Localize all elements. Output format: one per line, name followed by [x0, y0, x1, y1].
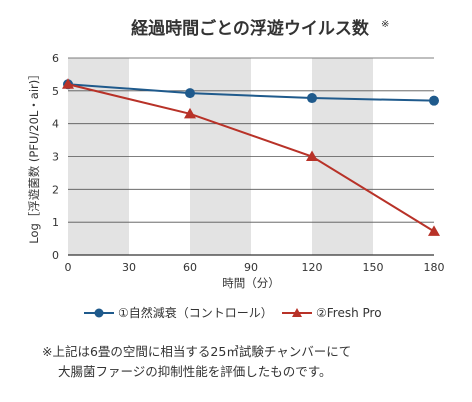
x-tick-label-60: 60 [183, 261, 197, 274]
y-tick-label-1: 1 [52, 216, 59, 229]
y-tick-label-6: 6 [52, 52, 59, 65]
x-tick-label-30: 30 [122, 261, 136, 274]
x-tick-label-120: 120 [302, 261, 323, 274]
data-point-s1-0 [62, 78, 74, 89]
x-axis-label: 時間（分） [222, 276, 280, 290]
x-tick-label-150: 150 [363, 261, 384, 274]
data-point-s0-3 [429, 95, 439, 106]
legend-marker-freshpro [292, 308, 302, 317]
data-point-s1-1 [184, 107, 196, 119]
y-tick-label-2: 2 [52, 183, 59, 196]
chart-title-mark: ※ [381, 19, 389, 30]
series-line-1 [67, 83, 435, 233]
legend-label-control: ①自然減衰（コントロール） [118, 305, 273, 320]
data-point-s0-2 [307, 93, 317, 104]
data-point-s1-2 [306, 150, 318, 161]
x-tick-label-90: 90 [244, 261, 258, 274]
legend: ①自然減衰（コントロール） ②Fresh Pro [84, 305, 382, 320]
data-point-s0-1 [185, 88, 195, 99]
x-tick-label-0: 0 [65, 261, 72, 274]
legend-label-freshpro: ②Fresh Pro [316, 306, 382, 320]
y-tick-label-3: 3 [52, 151, 59, 164]
x-tick-label-180: 180 [424, 261, 445, 274]
series-line-0 [67, 83, 435, 102]
data-point-s1-3 [428, 225, 440, 236]
footnote-line-2: 大腸菌ファージの抑制性能を評価したものです。 [58, 364, 332, 379]
footnote-line-1: ※上記は6畳の空間に相当する25㎥試験チャンバーにて [42, 344, 351, 359]
y-axis-label: Log［浮遊菌数 (PFU/20L・air)］ [27, 68, 41, 244]
chart-title: 経過時間ごとの浮遊ウイルス数 [131, 18, 370, 39]
legend-marker-control [94, 308, 104, 318]
y-tick-label-4: 4 [52, 118, 59, 131]
y-tick-label-5: 5 [52, 85, 59, 98]
y-tick-label-0: 0 [52, 249, 59, 262]
